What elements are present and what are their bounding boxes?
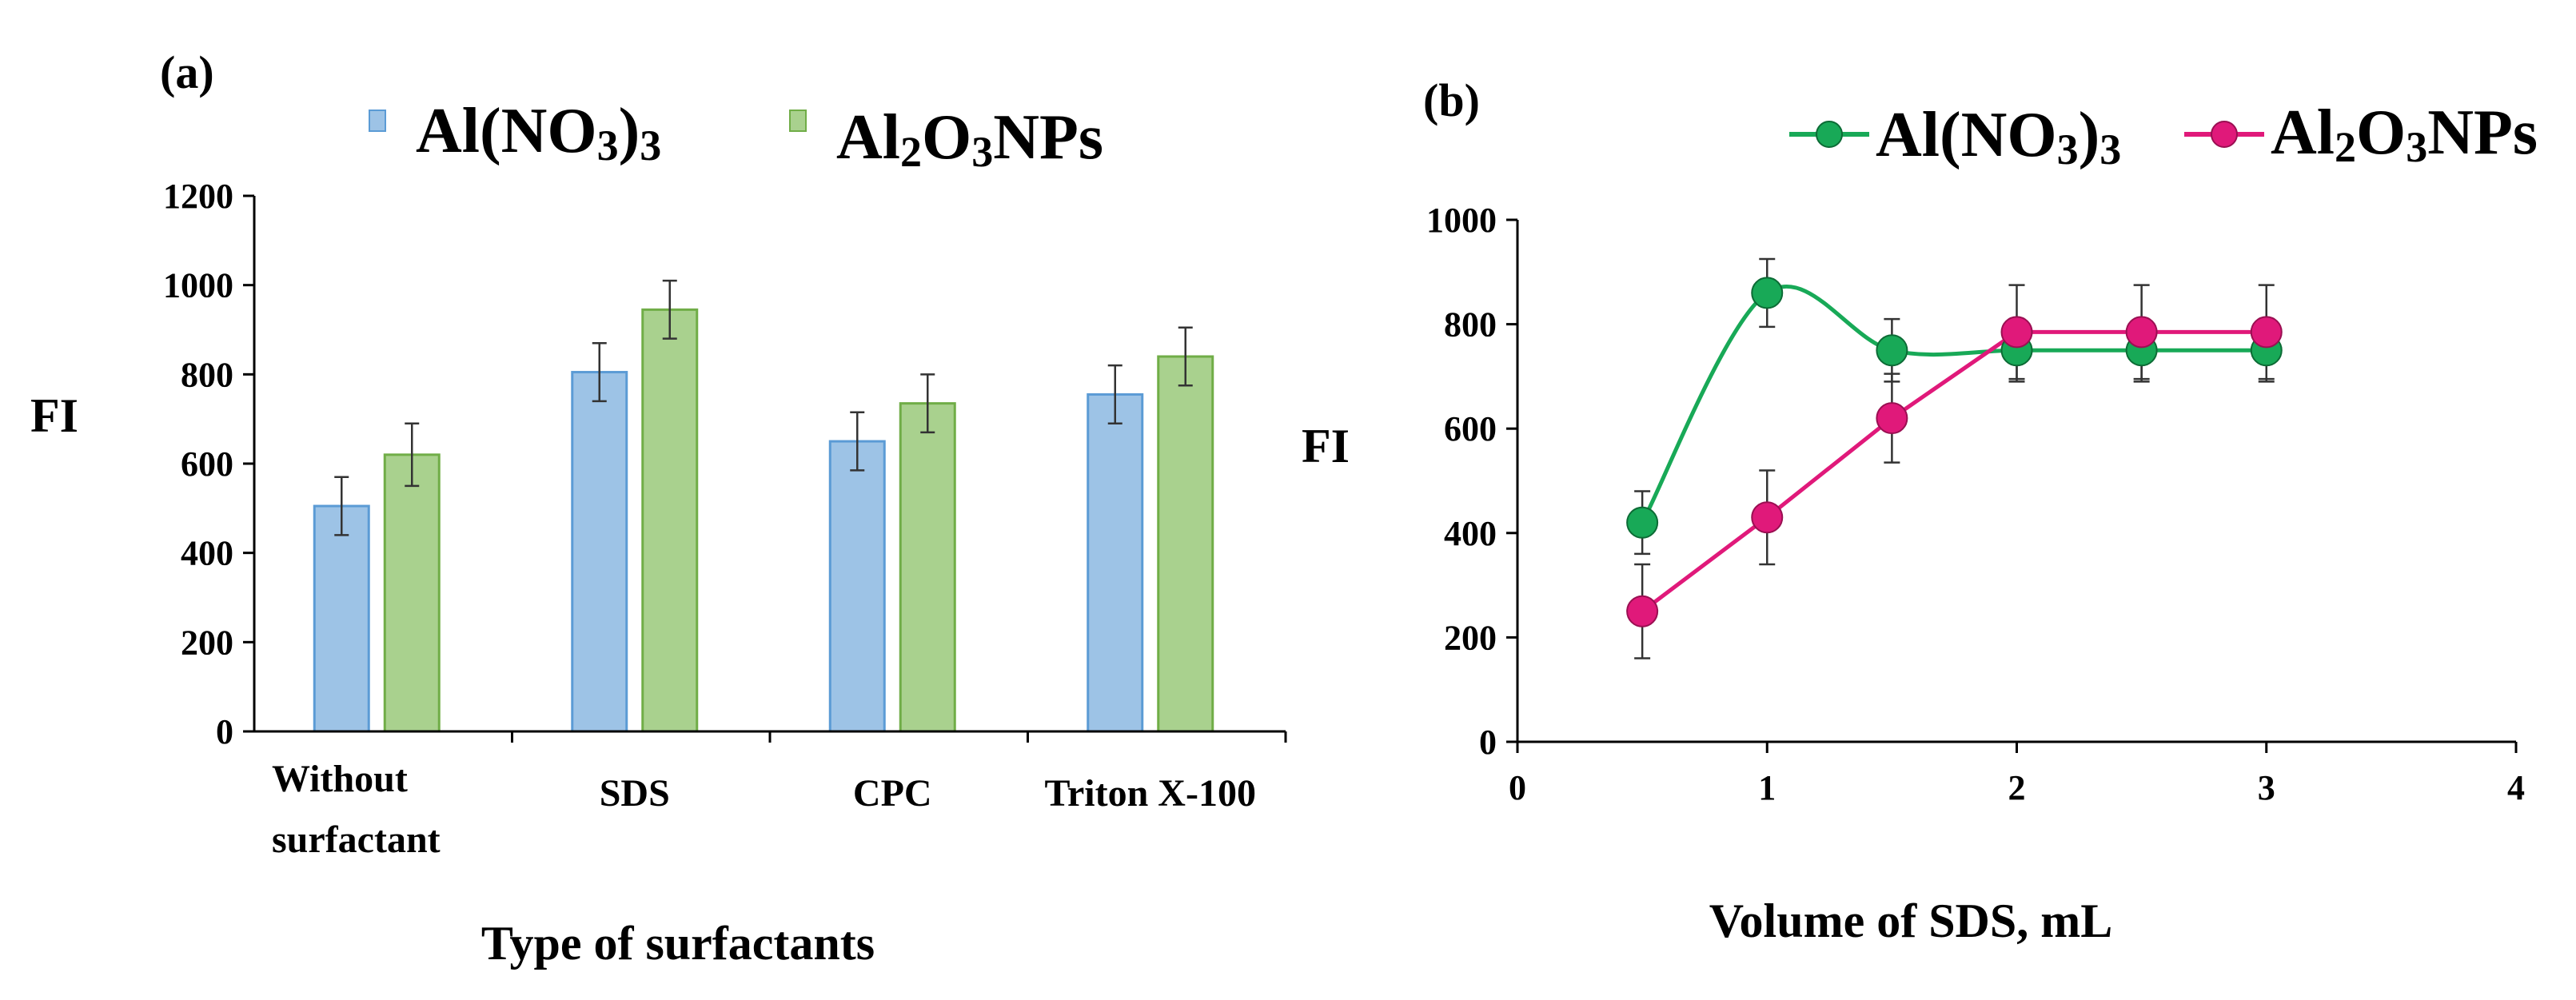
series-line-aln: [1640, 285, 2267, 524]
bar-al2o3: [641, 308, 699, 733]
x-tick-label-b: 3: [2258, 768, 2275, 807]
series-b: [1626, 257, 2283, 659]
bar-al2o3: [383, 453, 441, 733]
y-tick-label-b: 800: [1444, 305, 1497, 345]
y-tick-label-b: 1000: [1426, 201, 1497, 240]
legend-b-label-al2o3: Al2O3NPs: [2271, 98, 2538, 171]
bar-aln: [571, 371, 628, 733]
marker-al2o3: [2125, 316, 2158, 349]
y-tick-label-b: 600: [1444, 409, 1497, 448]
bar-aln: [1087, 392, 1144, 733]
bars-a: [313, 308, 1214, 733]
x-axis-label-b: Volume of SDS, mL: [1709, 894, 2113, 947]
y-tick-label-b: 200: [1444, 618, 1497, 657]
marker-aln: [1751, 277, 1784, 309]
bar-al2o3: [1157, 355, 1214, 733]
marker-al2o3: [1626, 595, 1659, 627]
bar-aln: [313, 504, 370, 733]
legend-b-marker-al2o3: [2211, 121, 2238, 148]
legend-a: Al(NO3)3 Al2O3NPs: [369, 96, 1103, 176]
marker-al2o3: [1751, 501, 1784, 534]
x-ticks-b: 0 1 2 3 4: [1509, 742, 2525, 807]
error-bars-a: [334, 279, 1193, 536]
x-ticks-a: [511, 731, 1287, 743]
legend-a-swatch-al2o3: [789, 110, 807, 132]
y-tick-label-a: 600: [181, 444, 233, 484]
category-label-a: Triton X-100: [1045, 772, 1256, 815]
legend-a-swatch-aln: [369, 110, 386, 132]
x-axis-label-a: Type of surfactants: [481, 917, 875, 970]
marker-al2o3: [1876, 402, 1908, 435]
category-label-a: Without surfactant: [272, 758, 441, 861]
bar-aln: [828, 440, 886, 733]
x-tick-label-b: 0: [1509, 768, 1526, 807]
y-tick-label-a: 400: [181, 534, 233, 573]
y-tick-label-a: 200: [181, 623, 233, 662]
x-tick-label-b: 2: [2008, 768, 2026, 807]
y-tick-label-a: 0: [216, 712, 233, 751]
y-axis-label-a: FI: [30, 389, 78, 442]
y-tick-label-a: 800: [181, 355, 233, 394]
legend-b-label-aln: Al(NO3)3: [1876, 100, 2121, 173]
y-ticks-a: 0 200 400 600 800 1000 1200: [163, 177, 254, 751]
marker-al2o3: [2250, 316, 2283, 349]
category-labels-a: Without surfactant SDS CPC Triton X-100: [272, 758, 1256, 861]
marker-al2o3: [2000, 316, 2033, 349]
category-label-a: CPC: [853, 772, 932, 815]
panel-b-label: (b): [1423, 74, 1480, 126]
legend-a-label-al2o3: Al2O3NPs: [836, 102, 1103, 176]
panel-a-label: (a): [160, 46, 214, 98]
legend-b: Al(NO3)3 Al2O3NPs: [1789, 98, 2538, 173]
y-ticks-b: 0 200 400 600 800 1000: [1426, 201, 1517, 762]
y-tick-label-a: 1000: [163, 266, 233, 305]
line-chart-panel: (b) Al(NO3)3 Al2O3NPs FI 020040060080010…: [1302, 74, 2538, 947]
x-tick-label-b: 4: [2507, 768, 2525, 807]
category-label-a: SDS: [600, 772, 670, 815]
marker-aln: [1876, 334, 1908, 367]
y-axis-label-b: FI: [1302, 420, 1350, 472]
series-line-al2o3: [1641, 329, 2267, 613]
bar-al2o3: [899, 402, 956, 733]
bar-chart-panel: (a) Al(NO3)3 Al2O3NPs FI 0 200 400 600 800 10…: [30, 46, 1287, 970]
y-tick-label-a: 1200: [163, 177, 233, 216]
y-tick-label-b: 400: [1444, 514, 1497, 553]
legend-b-marker-aln: [1816, 121, 1843, 148]
legend-a-label-aln: Al(NO3)3: [416, 96, 661, 169]
x-tick-label-b: 1: [1758, 768, 1776, 807]
marker-aln: [1626, 506, 1659, 539]
y-tick-label-b: 0: [1479, 723, 1497, 762]
